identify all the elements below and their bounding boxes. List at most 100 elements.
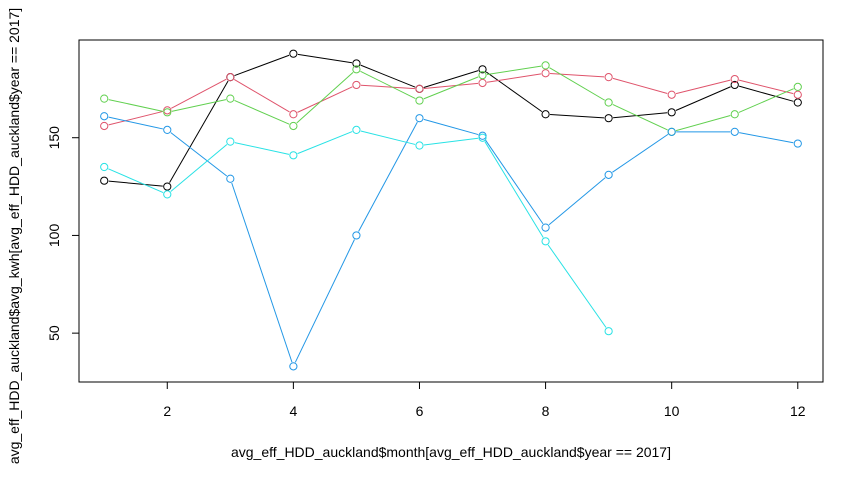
series-segment (234, 142, 290, 155)
series-segment (360, 64, 416, 88)
plot-frame (78, 39, 824, 383)
data-point (793, 90, 802, 99)
series-segment (486, 65, 542, 75)
data-point (226, 94, 235, 103)
series-segment (486, 73, 542, 83)
data-point (793, 139, 802, 148)
series-4 (100, 112, 802, 371)
data-point (226, 73, 235, 82)
series-segment (108, 99, 163, 112)
x-tick-label: 10 (664, 403, 680, 419)
series-segment (675, 79, 731, 95)
series-segment (738, 88, 794, 113)
series-segment (484, 141, 544, 238)
series-segment (423, 70, 479, 89)
y-axis-label: avg_eff_HDD_auckland$avg_kwh[avg_eff_HDD… (6, 8, 22, 464)
data-point (415, 96, 424, 105)
data-point (100, 162, 109, 172)
series-segment (294, 239, 355, 363)
series-segment (233, 78, 290, 113)
x-tick-label: 12 (790, 403, 806, 419)
data-point (793, 98, 802, 107)
series-segment (675, 86, 731, 111)
series-segment (485, 71, 543, 113)
data-point (541, 110, 550, 119)
data-point (667, 127, 676, 136)
series-segment (423, 76, 479, 100)
series-segment (108, 110, 164, 126)
series-segment (612, 77, 668, 94)
data-point (415, 141, 424, 150)
data-point (667, 90, 676, 99)
data-point (352, 231, 361, 240)
series-segment (548, 177, 606, 226)
series-segment (358, 121, 418, 232)
series-segment (171, 78, 227, 109)
data-point (730, 110, 739, 119)
series-segment (108, 116, 163, 130)
x-tick-label: 8 (542, 403, 550, 419)
series-segment (169, 80, 229, 183)
data-point (100, 121, 109, 131)
data-point (730, 127, 739, 136)
data-point (541, 223, 550, 232)
series-segment (170, 144, 228, 192)
series-segment (234, 99, 290, 125)
series-segment (296, 71, 354, 124)
series-segment (231, 182, 293, 363)
series-segment (612, 103, 668, 131)
data-point (478, 133, 487, 142)
data-point (541, 61, 550, 70)
series-segment (360, 70, 416, 100)
series-segment (613, 112, 668, 119)
data-point (289, 49, 298, 58)
data-point (226, 174, 235, 183)
data-point (226, 137, 235, 146)
series-segment (547, 244, 607, 328)
data-point (289, 110, 298, 119)
series-segment (423, 137, 479, 146)
x-tick-label: 6 (416, 403, 424, 419)
data-point (163, 190, 172, 199)
series-segment (550, 73, 605, 78)
data-point (352, 125, 361, 134)
data-point (478, 78, 487, 88)
series-segment (423, 82, 479, 89)
data-point (100, 176, 109, 185)
series-segment (360, 130, 416, 145)
data-point (667, 108, 676, 117)
series-3 (100, 61, 802, 136)
y-axis: 50 100 150 (46, 126, 80, 341)
series-segment (234, 54, 290, 77)
series-segment (297, 86, 353, 113)
data-point (163, 125, 172, 134)
series-segment (360, 84, 416, 90)
y-tick-label: 100 (46, 224, 62, 248)
data-point (730, 80, 739, 90)
series-segment (550, 114, 605, 119)
series-segment (170, 132, 228, 177)
x-axis: 2 4 6 8 10 12 (163, 381, 806, 419)
series-segment (423, 118, 479, 136)
series-2 (100, 69, 802, 131)
series-segment (738, 79, 794, 95)
series-segment (612, 133, 669, 173)
data-point (352, 80, 361, 90)
data-point (100, 112, 109, 121)
data-point (289, 362, 298, 371)
y-tick-label: 150 (46, 126, 62, 150)
data-point (415, 84, 424, 93)
data-point (289, 151, 298, 160)
data-point (478, 71, 487, 80)
series-segment (549, 67, 606, 101)
series-segment (108, 168, 164, 194)
data-point (730, 74, 739, 84)
data-point (604, 114, 613, 123)
data-point (541, 237, 550, 246)
data-point (541, 69, 550, 78)
series-segment (297, 131, 353, 155)
data-point (163, 182, 172, 191)
series-segment (738, 85, 794, 102)
data-point (604, 170, 613, 179)
